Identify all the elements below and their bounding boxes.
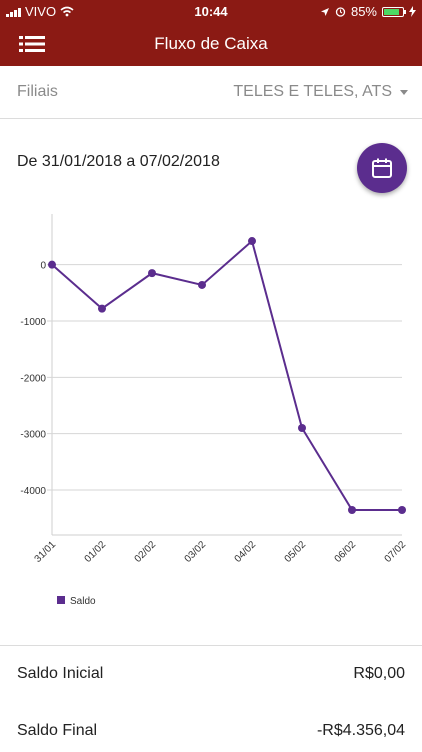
- x-tick-label: 05/02: [283, 539, 309, 565]
- y-tick-label: 0: [40, 261, 46, 272]
- saldo-inicial-value: R$0,00: [353, 665, 405, 682]
- data-point: [148, 269, 156, 278]
- status-time: 10:44: [194, 4, 228, 19]
- legend-swatch-saldo: [57, 596, 65, 604]
- y-tick-label: -4000: [20, 486, 46, 497]
- summary-divider: [0, 645, 422, 646]
- data-point: [398, 505, 406, 514]
- battery-percent: 85%: [350, 4, 377, 19]
- x-tick-label: 02/02: [133, 539, 159, 565]
- data-point: [98, 304, 106, 313]
- list-menu-icon: [19, 36, 45, 52]
- x-tick-label: 01/02: [83, 539, 109, 565]
- x-tick-label: 07/02: [383, 539, 409, 565]
- charging-bolt-icon: [409, 6, 416, 17]
- branch-filter-label: Filiais: [17, 83, 58, 100]
- legend-label-saldo: Saldo: [70, 596, 96, 607]
- y-tick-label: -2000: [20, 373, 46, 384]
- menu-button[interactable]: [14, 30, 50, 58]
- date-range-text: De 31/01/2018 a 07/02/2018: [17, 153, 220, 170]
- calendar-icon: [372, 158, 392, 178]
- carrier-name: VIVO: [25, 4, 57, 19]
- x-tick-label: 03/02: [183, 539, 209, 565]
- x-tick-label: 31/01: [33, 539, 59, 565]
- app-bar: Fluxo de Caixa: [0, 22, 422, 66]
- page-title: Fluxo de Caixa: [154, 34, 268, 53]
- branch-filter-row: Filiais TELES E TELES, ATS: [0, 66, 422, 119]
- y-tick-label: -3000: [20, 430, 46, 441]
- data-point: [248, 237, 256, 246]
- x-tick-label: 06/02: [333, 539, 359, 565]
- location-arrow-icon: [320, 7, 329, 16]
- battery-icon: [382, 6, 406, 17]
- x-tick-label: 04/02: [233, 539, 259, 565]
- saldo-final-row: Saldo Final -R$4.356,04: [0, 722, 422, 752]
- saldo-inicial-row: Saldo Inicial R$0,00: [0, 665, 422, 695]
- series-line-saldo: [51, 239, 402, 511]
- branch-select[interactable]: TELES E TELES, ATS: [233, 83, 408, 101]
- data-point: [298, 424, 306, 432]
- saldo-final-value: -R$4.356,04: [316, 722, 405, 739]
- y-tick-label: -1000: [20, 317, 46, 328]
- saldo-final-label: Saldo Final: [17, 722, 98, 739]
- caret-down-icon: [400, 89, 408, 95]
- calendar-button[interactable]: [357, 143, 407, 193]
- signal-strength-icon: [6, 7, 21, 17]
- wifi-icon: [60, 6, 74, 17]
- alarm-clock-icon: [335, 7, 346, 17]
- saldo-inicial-label: Saldo Inicial: [17, 665, 104, 682]
- branch-select-value: TELES E TELES, ATS: [233, 83, 392, 100]
- cash-flow-chart: 0 -1000 -2000 -3000 -4000 31/01 01/02 02/02 03/0…: [20, 214, 409, 607]
- data-point: [48, 260, 56, 269]
- data-point: [198, 280, 206, 289]
- status-bar: VIVO 10:44 85%: [0, 0, 422, 22]
- data-point: [348, 505, 356, 514]
